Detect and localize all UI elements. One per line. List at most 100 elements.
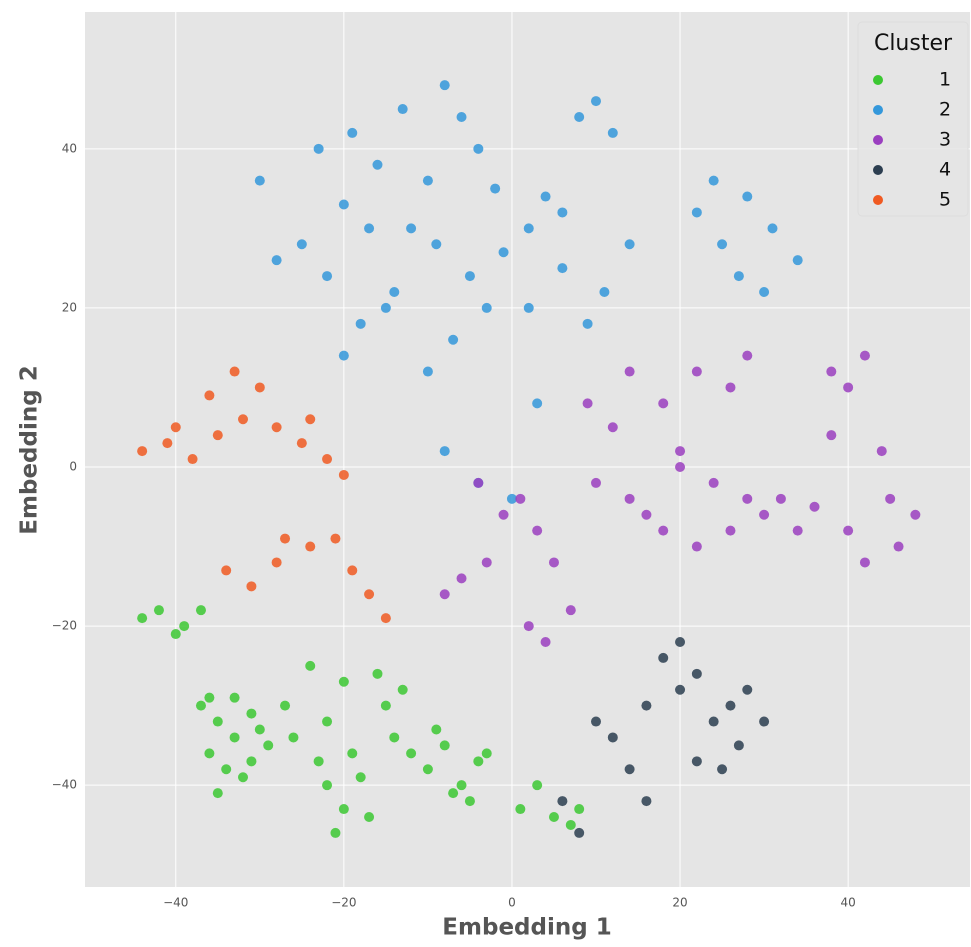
point (296, 438, 307, 449)
point (347, 127, 358, 138)
legend-marker (873, 135, 883, 145)
point (792, 525, 803, 536)
point (229, 366, 240, 377)
point (759, 287, 770, 297)
point (347, 748, 358, 759)
point (498, 247, 509, 258)
point (557, 207, 568, 218)
point (590, 477, 601, 488)
point (313, 143, 324, 154)
legend-label: 2 (939, 99, 951, 121)
point (733, 740, 744, 751)
point (238, 414, 249, 425)
point (733, 271, 744, 282)
point (548, 557, 559, 568)
point (153, 605, 164, 616)
point (599, 287, 610, 297)
point (380, 700, 391, 711)
point (826, 430, 837, 441)
point (532, 398, 543, 409)
point (195, 700, 206, 711)
point (330, 533, 341, 544)
point (675, 684, 686, 695)
point (574, 827, 585, 838)
point (515, 493, 526, 504)
point (456, 780, 467, 791)
point (767, 223, 778, 234)
point (212, 430, 223, 441)
point (456, 573, 467, 584)
point (523, 621, 534, 632)
point (422, 764, 433, 775)
point (389, 287, 400, 297)
point (464, 796, 475, 807)
point (691, 366, 702, 377)
point (582, 318, 593, 329)
point (548, 812, 559, 822)
point (809, 501, 820, 512)
point (212, 788, 223, 799)
point (725, 382, 736, 393)
point (557, 263, 568, 274)
point (439, 80, 450, 91)
point (910, 509, 921, 520)
point (229, 692, 240, 703)
point (843, 382, 854, 393)
point (532, 780, 543, 791)
point (481, 302, 492, 313)
point (708, 175, 719, 186)
point (137, 446, 148, 457)
point (885, 493, 896, 504)
point (364, 223, 375, 234)
point (288, 732, 299, 743)
point (195, 605, 206, 616)
point (742, 350, 753, 361)
point (313, 756, 324, 767)
point (338, 676, 349, 687)
point (170, 629, 181, 640)
point (322, 271, 333, 282)
point (691, 541, 702, 552)
point (557, 796, 568, 807)
point (212, 716, 223, 727)
point (574, 112, 585, 122)
point (372, 159, 383, 170)
point (221, 565, 232, 576)
point (675, 446, 686, 457)
point (473, 477, 484, 488)
point (229, 732, 240, 743)
point (364, 812, 375, 822)
point (624, 493, 635, 504)
point (792, 255, 803, 266)
point (708, 477, 719, 488)
point (624, 366, 635, 377)
point (759, 509, 770, 520)
point (338, 804, 349, 815)
point (675, 462, 686, 472)
point (380, 613, 391, 624)
point (590, 96, 601, 107)
plot-area (85, 12, 970, 887)
point (540, 637, 551, 647)
point (893, 541, 904, 552)
point (641, 700, 652, 711)
point (380, 302, 391, 313)
point (338, 199, 349, 210)
point (406, 748, 417, 759)
point (742, 684, 753, 695)
point (759, 716, 770, 727)
point (338, 469, 349, 480)
point (742, 191, 753, 202)
point (658, 525, 669, 536)
point (431, 239, 442, 250)
x-tick-label: 40 (840, 896, 855, 910)
y-tick-label: −40 (52, 778, 77, 792)
point (523, 223, 534, 234)
point (246, 756, 257, 767)
point (179, 621, 190, 632)
point (372, 668, 383, 679)
point (708, 716, 719, 727)
point (305, 541, 316, 552)
point (397, 684, 408, 695)
point (397, 104, 408, 115)
